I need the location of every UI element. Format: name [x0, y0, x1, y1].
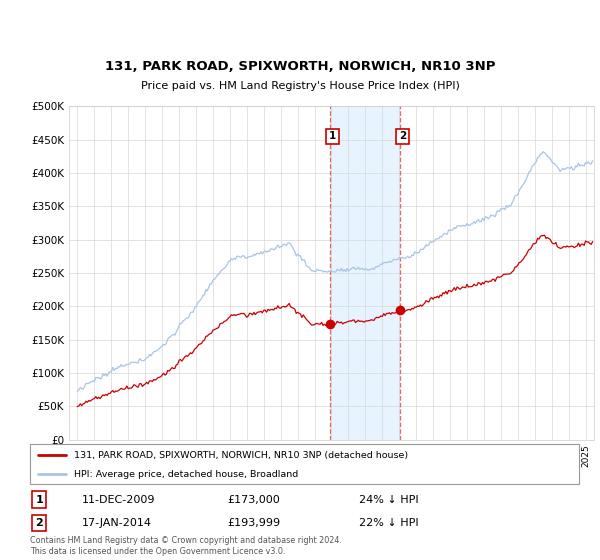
- Text: 24% ↓ HPI: 24% ↓ HPI: [359, 494, 419, 505]
- Text: £193,999: £193,999: [227, 518, 281, 528]
- Text: HPI: Average price, detached house, Broadland: HPI: Average price, detached house, Broa…: [74, 470, 298, 479]
- Text: Price paid vs. HM Land Registry's House Price Index (HPI): Price paid vs. HM Land Registry's House …: [140, 81, 460, 91]
- Text: 131, PARK ROAD, SPIXWORTH, NORWICH, NR10 3NP (detached house): 131, PARK ROAD, SPIXWORTH, NORWICH, NR10…: [74, 451, 408, 460]
- Text: Contains HM Land Registry data © Crown copyright and database right 2024.
This d: Contains HM Land Registry data © Crown c…: [30, 536, 342, 556]
- Text: 17-JAN-2014: 17-JAN-2014: [82, 518, 152, 528]
- Text: 1: 1: [329, 132, 337, 141]
- Text: 2: 2: [399, 132, 406, 141]
- Text: 1: 1: [35, 494, 43, 505]
- FancyBboxPatch shape: [30, 444, 579, 484]
- Text: 11-DEC-2009: 11-DEC-2009: [82, 494, 155, 505]
- Text: £173,000: £173,000: [227, 494, 280, 505]
- Text: 22% ↓ HPI: 22% ↓ HPI: [359, 518, 419, 528]
- Text: 2: 2: [35, 518, 43, 528]
- Bar: [330, 106, 400, 440]
- Text: 131, PARK ROAD, SPIXWORTH, NORWICH, NR10 3NP: 131, PARK ROAD, SPIXWORTH, NORWICH, NR10…: [105, 60, 495, 73]
